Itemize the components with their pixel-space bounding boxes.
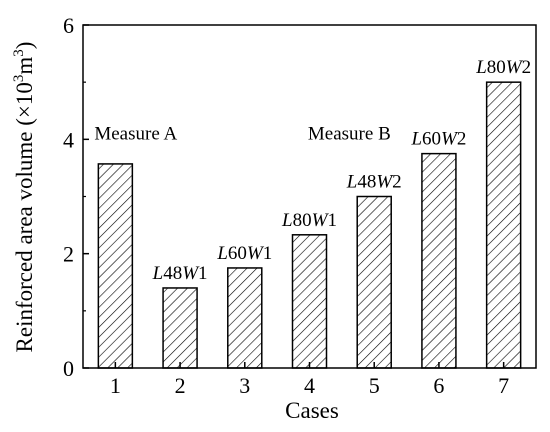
y-tick-label-0: 0 <box>63 356 74 381</box>
x-tick-label-4: 4 <box>304 373 315 398</box>
bars-group <box>97 81 522 369</box>
y-axis-title-sup1: 3 <box>11 75 27 83</box>
x-tick-label-6: 6 <box>433 373 444 398</box>
bar-case-1 <box>97 163 134 369</box>
bar-case-3 <box>227 267 263 369</box>
y-axis-title-unit: m <box>12 57 37 75</box>
bar-labels-group: L48W1 L60W1 L80W1 L48W2 L60W2 L80W2 Measure A M… <box>94 57 531 284</box>
y-axis-title: Reinforced area volume (×103m3) <box>11 42 37 353</box>
y-axis-title-main: Reinforced area volume (×10 <box>12 82 37 352</box>
x-tick-label-3: 3 <box>239 373 250 398</box>
y-tick-label-2: 2 <box>63 242 74 267</box>
axes-group: 0 2 4 6 1 2 3 4 5 6 7 <box>63 13 537 398</box>
x-tick-label-2: 2 <box>175 373 186 398</box>
y-axis-title-close: ) <box>12 42 37 50</box>
x-axis-title: Cases <box>285 398 339 423</box>
y-tick-label-4: 4 <box>63 127 74 152</box>
x-tick-label-1: 1 <box>110 373 121 398</box>
bar-case-5 <box>356 195 392 369</box>
bar-case-6 <box>421 152 457 369</box>
bar-label-case-4: L80W1 <box>281 210 337 231</box>
x-tick-label-5: 5 <box>369 373 380 398</box>
bar-label-case-7: L80W2 <box>475 57 531 78</box>
bar-label-case-5: L48W2 <box>346 172 402 193</box>
x-tick-label-7: 7 <box>498 373 509 398</box>
bar-label-case-2: L48W1 <box>152 263 208 284</box>
y-tick-label-6: 6 <box>63 13 74 38</box>
bar-case-7 <box>485 81 522 369</box>
bar-case-4 <box>291 234 328 369</box>
y-axis-title-sup2: 3 <box>11 49 27 57</box>
annotation-measure-b: Measure B <box>308 124 391 145</box>
bar-case-2 <box>162 287 198 369</box>
bar-label-case-6: L60W2 <box>410 129 466 150</box>
annotation-measure-a: Measure A <box>94 124 177 145</box>
bar-label-case-3: L60W1 <box>216 243 272 264</box>
